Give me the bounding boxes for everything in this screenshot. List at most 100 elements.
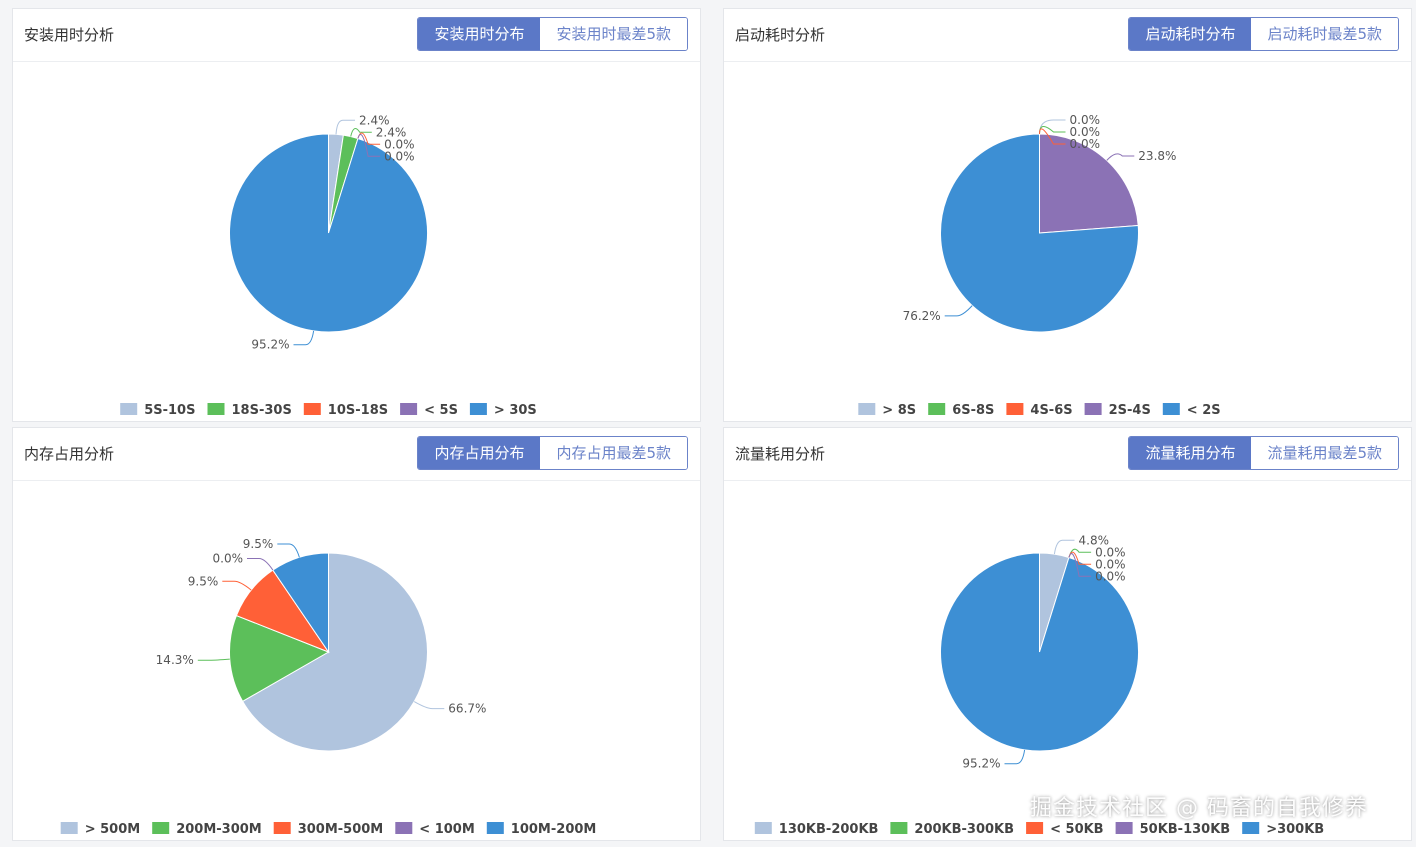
pie-data-label: 66.7% [448,702,486,716]
legend-label: 6S-8S [952,403,994,418]
legend-item[interactable]: 100M-200M [486,822,597,837]
panel-header: 内存占用分析 内存占用分布 内存占用最差5款 [13,428,700,481]
pie-label-line [1068,553,1092,577]
legend-swatch [303,403,321,415]
legend-item[interactable]: 2S-4S [1084,403,1151,418]
pie-label-line [350,127,372,137]
legend-swatch [754,822,772,834]
legend-label: 100M-200M [511,822,597,837]
pie-slices [940,133,1139,333]
legend-item[interactable]: > 500M [60,822,141,837]
pie-label-line [1039,128,1066,145]
pie-data-label: 0.0% [1070,137,1101,151]
legend-label: 200KB-300KB [914,822,1014,837]
panel-header: 安装用时分析 安装用时分布 安装用时最差5款 [13,9,700,62]
pie-data-label: 2.4% [359,113,390,127]
pie-slices [229,133,428,333]
legend-item[interactable]: 5S-10S [120,403,195,418]
legend-item[interactable]: 200M-300M [152,822,262,837]
legend-item[interactable]: 50KB-130KB [1115,822,1231,837]
legend-label: > 8S [882,403,916,418]
legend-swatch [1115,822,1133,834]
tab-worst-5[interactable]: 流量耗用最差5款 [1251,437,1398,469]
legend-item[interactable]: > 30S [469,403,537,418]
legend-label: > 30S [494,403,537,418]
legend-swatch [928,403,946,415]
legend-swatch [858,403,876,415]
pie-data-label: 95.2% [251,338,289,352]
traffic-usage-panel: 流量耗用分析 流量耗用分布 流量耗用最差5款 4.8% 0.0% 0.0% 0.0% 9… [723,427,1412,841]
legend-swatch [1242,822,1260,834]
pie-label-line [335,119,355,135]
legend-label: 200M-300M [176,822,262,837]
legend-swatch [1162,403,1180,415]
legend-item[interactable]: < 5S [400,403,458,418]
legend-item[interactable]: 300M-500M [273,822,384,837]
tab-group: 内存占用分布 内存占用最差5款 [417,436,688,470]
pie-data-label: 9.5% [188,574,219,588]
pie-data-label: 0.0% [1070,113,1101,127]
tab-worst-5[interactable]: 内存占用最差5款 [540,437,687,469]
legend-item[interactable]: 10S-18S [303,403,388,418]
pie-data-label: 0.0% [1070,125,1101,139]
tab-distribution[interactable]: 内存占用分布 [418,437,541,469]
panel-title: 内存占用分析 [24,445,115,463]
legend-swatch [273,822,291,834]
legend-item[interactable]: 6S-8S [928,403,994,418]
tab-group: 流量耗用分布 流量耗用最差5款 [1128,436,1399,470]
legend-swatch [1084,403,1102,415]
pie-data-label: 9.5% [243,537,274,551]
legend-label: < 2S [1187,403,1221,418]
pie-slice-4[interactable] [940,552,1139,752]
legend-item[interactable]: < 50KB [1026,822,1104,837]
legend-item[interactable]: 4S-6S [1006,403,1073,418]
tab-worst-5[interactable]: 启动耗时最差5款 [1251,18,1398,50]
install-time-panel: 安装用时分析 安装用时分布 安装用时最差5款 2.4% 2.4% 0.0% 0.0% 9… [12,8,701,422]
pie-data-label: 14.3% [156,653,194,667]
legend-label: 130KB-200KB [779,822,879,837]
pie-data-label: 0.0% [1095,569,1126,583]
pie-labels: 2.4%2.4%0.0%0.0%95.2% [251,113,414,351]
pie-label-line [944,305,973,317]
pie-label-line [222,580,252,591]
legend-item[interactable]: 200KB-300KB [890,822,1014,837]
tab-distribution[interactable]: 安装用时分布 [418,18,541,50]
legend-label: < 5S [424,403,458,418]
pie-slice-1[interactable] [229,614,330,703]
tab-group: 安装用时分布 安装用时最差5款 [417,17,688,51]
panel-title: 流量耗用分析 [735,445,826,463]
legend-item[interactable]: > 8S [858,403,916,418]
startup-time-panel: 启动耗时分析 启动耗时分布 启动耗时最差5款 0.0% 0.0% 0.0% 23.8%… [723,8,1412,422]
memory-usage-panel: 内存占用分析 内存占用分布 内存占用最差5款 66.7% 9.5% 0.0% 9.5%… [12,427,701,841]
panel-title: 启动耗时分析 [735,26,826,44]
pie-label-line [247,558,274,571]
pie-data-label: 23.8% [1138,149,1176,163]
legend-item[interactable]: 18S-30S [207,403,292,418]
tab-distribution[interactable]: 流量耗用分布 [1129,437,1252,469]
pie-label-line [1004,749,1026,765]
panel-title: 安装用时分析 [24,26,115,44]
tab-distribution[interactable]: 启动耗时分布 [1129,18,1252,50]
pie-slice-0[interactable] [241,552,428,752]
legend-label: 5S-10S [144,403,195,418]
legend-item[interactable]: < 100M [395,822,475,837]
pie-data-label: 0.0% [384,137,415,151]
pie-data-label: 76.2% [903,309,941,323]
legend-item[interactable]: >300KB [1242,822,1324,837]
legend-swatch [469,403,487,415]
legend-swatch [207,403,225,415]
pie-slice-4[interactable] [229,133,428,333]
legend-swatch [152,822,170,834]
legend-swatch [486,822,504,834]
pie-slices [940,552,1139,752]
tab-worst-5[interactable]: 安装用时最差5款 [540,18,687,50]
legend-swatch [890,822,908,834]
legend-item[interactable]: < 2S [1162,403,1221,418]
watermark: 掘金技术社区 @ 码畜的自我修养 [1030,796,1368,821]
tab-group: 启动耗时分布 启动耗时最差5款 [1128,17,1399,51]
pie-data-label: 0.0% [384,149,415,163]
chart-legend: > 8S 6S-8S 4S-6S 2S-4S < 2S [858,403,1221,418]
pie-label-line [1053,539,1075,555]
legend-item[interactable]: 130KB-200KB [754,822,879,837]
pie-labels: 66.7%9.5%0.0%9.5%14.3% [156,537,487,716]
